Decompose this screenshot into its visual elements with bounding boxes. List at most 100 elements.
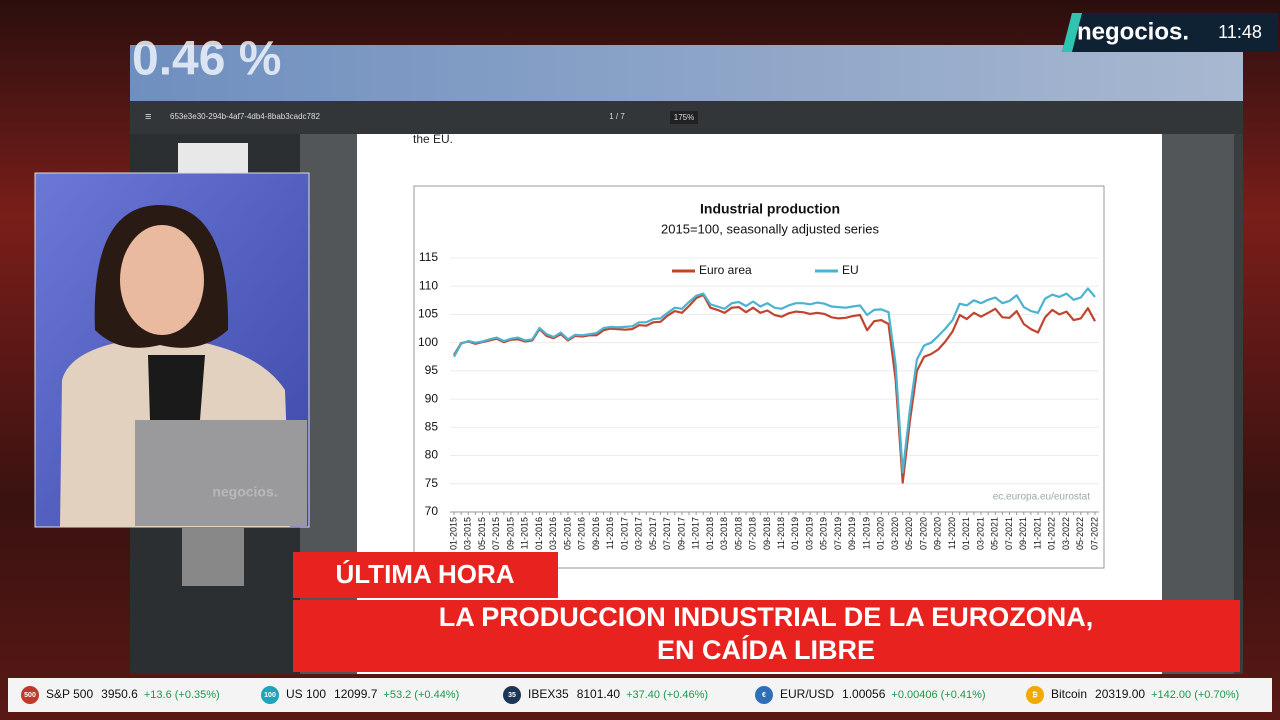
logo-accent <box>1062 13 1082 52</box>
scrollbar[interactable] <box>1234 134 1243 674</box>
zoom-level: 175% <box>674 113 694 122</box>
page-thumbnail[interactable] <box>182 528 244 586</box>
x-tick-label: 01-2017 <box>619 517 629 550</box>
legend-label: Euro area <box>699 263 752 277</box>
ticker-name: US 100 <box>286 687 326 701</box>
x-tick-label: 01-2022 <box>1047 517 1057 550</box>
x-tick-label: 01-2019 <box>790 517 800 550</box>
x-tick-label: 09-2019 <box>847 517 857 550</box>
x-tick-label: 11-2016 <box>605 517 615 549</box>
ticker-change: +142.00 (+0.70%) <box>1151 689 1239 701</box>
x-tick-label: 05-2021 <box>990 517 1000 550</box>
page-indicator: 1 / 7 <box>609 112 625 121</box>
presenter-top <box>148 355 205 420</box>
page-thumbnail[interactable] <box>178 143 248 173</box>
logo-box <box>1062 13 1278 52</box>
x-tick-label: 09-2016 <box>591 517 601 550</box>
presenter-face <box>120 225 204 335</box>
x-tick-label: 03-2020 <box>890 517 900 550</box>
x-tick-label: 01-2016 <box>534 517 544 550</box>
ticker-name: S&P 500 <box>46 687 93 701</box>
x-tick-label: 11-2019 <box>861 517 871 549</box>
x-tick-label: 09-2017 <box>676 517 686 550</box>
headline-box <box>293 600 1240 672</box>
x-tick-label: 01-2018 <box>705 517 715 550</box>
ticker-change: +53.2 (+0.44%) <box>383 689 459 701</box>
series-line <box>453 293 1096 484</box>
x-tick-label: 09-2015 <box>505 517 515 550</box>
y-tick-label: 95 <box>425 363 439 377</box>
headline-line: LA PRODUCCION INDUSTRIAL DE LA EUROZONA, <box>439 602 1094 632</box>
ticker-name: EUR/USD <box>780 687 834 701</box>
x-tick-label: 09-2020 <box>933 517 943 550</box>
x-tick-label: 03-2018 <box>719 517 729 550</box>
ticker-icon-label: 35 <box>508 692 516 699</box>
y-tick-label: 85 <box>425 420 439 434</box>
breaking-text: ÚLTIMA HORA <box>335 559 514 589</box>
ticker-price: 1.00056 <box>842 687 886 701</box>
x-tick-label: 11-2020 <box>947 517 957 549</box>
ticker-icon-label: 500 <box>24 692 36 699</box>
backdrop-text: 0.46 % <box>132 33 281 86</box>
breaking-tag <box>293 552 558 598</box>
ticker-name: IBEX35 <box>528 687 569 701</box>
file-name: 653e3e30-294b-4af7-4db4-8bab3cadc782 <box>170 112 320 121</box>
y-tick-label: 90 <box>425 391 439 405</box>
ticker-icon <box>261 686 279 704</box>
x-tick-label: 03-2015 <box>463 517 473 550</box>
y-tick-label: 110 <box>419 278 438 292</box>
legend-label: EU <box>842 263 859 277</box>
chart-subtitle: 2015=100, seasonally adjusted series <box>661 221 879 236</box>
x-tick-label: 09-2018 <box>762 517 772 550</box>
x-tick-label: 01-2015 <box>448 517 458 550</box>
ticker-icon <box>1026 686 1044 704</box>
clock: 11:48 <box>1218 22 1262 42</box>
ticker-icon <box>503 686 521 704</box>
ticker-icon-label: 100 <box>264 692 276 699</box>
x-tick-label: 03-2021 <box>975 517 985 550</box>
x-tick-label: 07-2015 <box>491 517 501 550</box>
chart-frame <box>413 185 1105 569</box>
menu-icon[interactable]: ≡ <box>145 111 151 123</box>
x-tick-label: 07-2017 <box>662 517 672 550</box>
x-tick-label: 05-2022 <box>1075 517 1085 550</box>
ticker-price: 8101.40 <box>577 687 621 701</box>
x-tick-label: 01-2021 <box>961 517 971 550</box>
y-tick-label: 115 <box>419 250 438 264</box>
y-tick-label: 80 <box>425 448 439 462</box>
ticker-change: +0.00406 (+0.41%) <box>891 689 985 701</box>
x-tick-label: 05-2017 <box>648 517 658 550</box>
y-tick-label: 75 <box>425 476 439 490</box>
headline-line: EN CAÍDA LIBRE <box>657 634 875 665</box>
ticker-name: Bitcoin <box>1051 687 1087 701</box>
ticker-change: +37.40 (+0.46%) <box>626 689 708 701</box>
x-tick-label: 07-2022 <box>1089 517 1099 550</box>
x-tick-label: 05-2016 <box>562 517 572 550</box>
ticker-price: 3950.6 <box>101 687 138 701</box>
ticker-bar <box>8 678 1272 712</box>
x-tick-label: 11-2021 <box>1032 517 1042 549</box>
ticker-icon-label: ₿ <box>1032 691 1038 699</box>
x-tick-label: 11-2017 <box>691 517 701 549</box>
chart-title: Industrial production <box>700 201 840 217</box>
x-tick-label: 01-2020 <box>876 517 886 550</box>
x-tick-label: 07-2019 <box>833 517 843 550</box>
zoom-box[interactable] <box>670 111 698 124</box>
x-tick-label: 07-2018 <box>748 517 758 550</box>
y-tick-label: 105 <box>418 307 438 321</box>
x-tick-label: 03-2017 <box>634 517 644 550</box>
page-text: the EU. <box>413 132 453 146</box>
ticker-icon <box>755 686 773 704</box>
laptop-logo: negocios. <box>212 484 277 500</box>
ticker: 500 S&P 500 3950.6 +13.6 (+0.35%) 100 US 100 1… <box>21 686 1239 704</box>
x-tick-label: 05-2015 <box>477 517 487 550</box>
x-tick-label: 03-2022 <box>1061 517 1071 550</box>
ticker-change: +13.6 (+0.35%) <box>144 689 220 701</box>
x-tick-label: 07-2021 <box>1004 517 1014 550</box>
x-tick-label: 07-2016 <box>577 517 587 550</box>
chart-source: ec.europa.eu/eurostat <box>993 492 1091 503</box>
backdrop-screen <box>130 45 1243 101</box>
x-tick-label: 07-2020 <box>918 517 928 550</box>
